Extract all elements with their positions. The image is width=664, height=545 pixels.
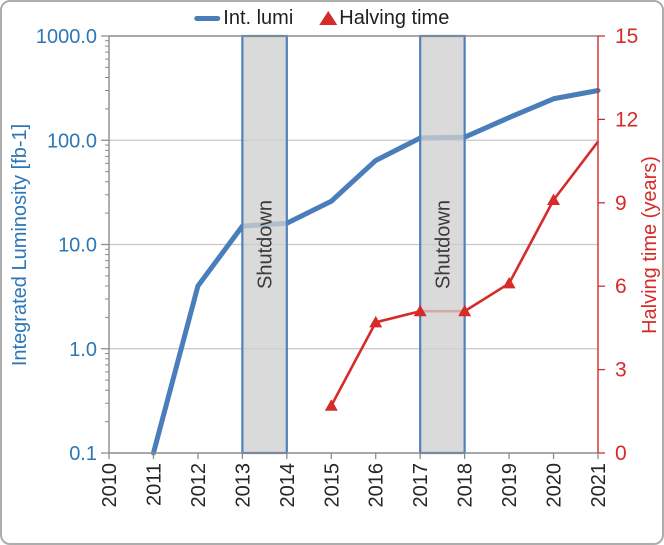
- legend-label-halving-time: Halving time: [339, 7, 450, 29]
- left-axis-tick-label: 1.0: [69, 339, 97, 361]
- int-lumi-line-icon: [194, 15, 221, 21]
- data-point-marker: [369, 315, 383, 328]
- chart-legend: Int. lumi Halving time: [194, 8, 449, 28]
- legend-label-int-lumi: Int. lumi: [223, 7, 294, 29]
- x-axis-tick-label: 2019: [499, 463, 521, 508]
- data-point-marker: [413, 304, 427, 317]
- right-axis-tick-label: 9: [615, 192, 627, 215]
- x-axis-tick-label: 2017: [410, 463, 432, 508]
- right-axis-tick-label: 6: [615, 275, 627, 298]
- shutdown-band-label: Shutdown: [432, 200, 454, 289]
- left-axis-tick-label: 100.0: [47, 130, 97, 152]
- x-axis-tick-label: 2020: [544, 463, 566, 508]
- x-axis-tick-label: 2011: [143, 463, 165, 506]
- halving-time-triangle-icon: [319, 11, 338, 25]
- x-axis-tick-label: 2015: [321, 463, 343, 508]
- data-point-marker: [547, 193, 561, 206]
- right-axis-tick-label: 12: [615, 108, 638, 131]
- x-axis-tick-label: 2014: [277, 463, 299, 508]
- x-axis-tick-label: 2013: [232, 463, 254, 508]
- right-axis-tick-label: 3: [615, 359, 627, 382]
- left-axis-tick-label: 10.0: [58, 235, 97, 257]
- x-axis-tick-label: 2018: [455, 463, 477, 508]
- x-axis-tick-label: 2016: [366, 463, 388, 508]
- legend-item-int-lumi: Int. lumi: [194, 8, 293, 28]
- left-axis-tick-label: 1000.0: [36, 26, 97, 48]
- x-axis-tick-label: 2012: [188, 463, 210, 508]
- legend-item-halving-time: Halving time: [319, 8, 449, 28]
- right-axis-tick-label: 15: [615, 25, 638, 48]
- x-axis-tick-label: 2010: [99, 463, 121, 508]
- shutdown-band: [241, 34, 288, 455]
- data-point-marker: [324, 399, 338, 411]
- shutdown-band-label: Shutdown: [255, 200, 277, 289]
- left-axis-tick-label: 0.1: [69, 443, 97, 465]
- data-point-marker: [502, 276, 516, 289]
- left-axis-title: Integrated Luminosity [fb-1]: [9, 124, 31, 366]
- x-axis-tick-label: 2021: [588, 463, 610, 508]
- right-axis-tick-label: 0: [615, 442, 627, 465]
- int-lumi-series-line: [150, 88, 601, 456]
- right-axis-title: Halving time (years): [639, 156, 661, 334]
- data-point-marker: [458, 304, 472, 317]
